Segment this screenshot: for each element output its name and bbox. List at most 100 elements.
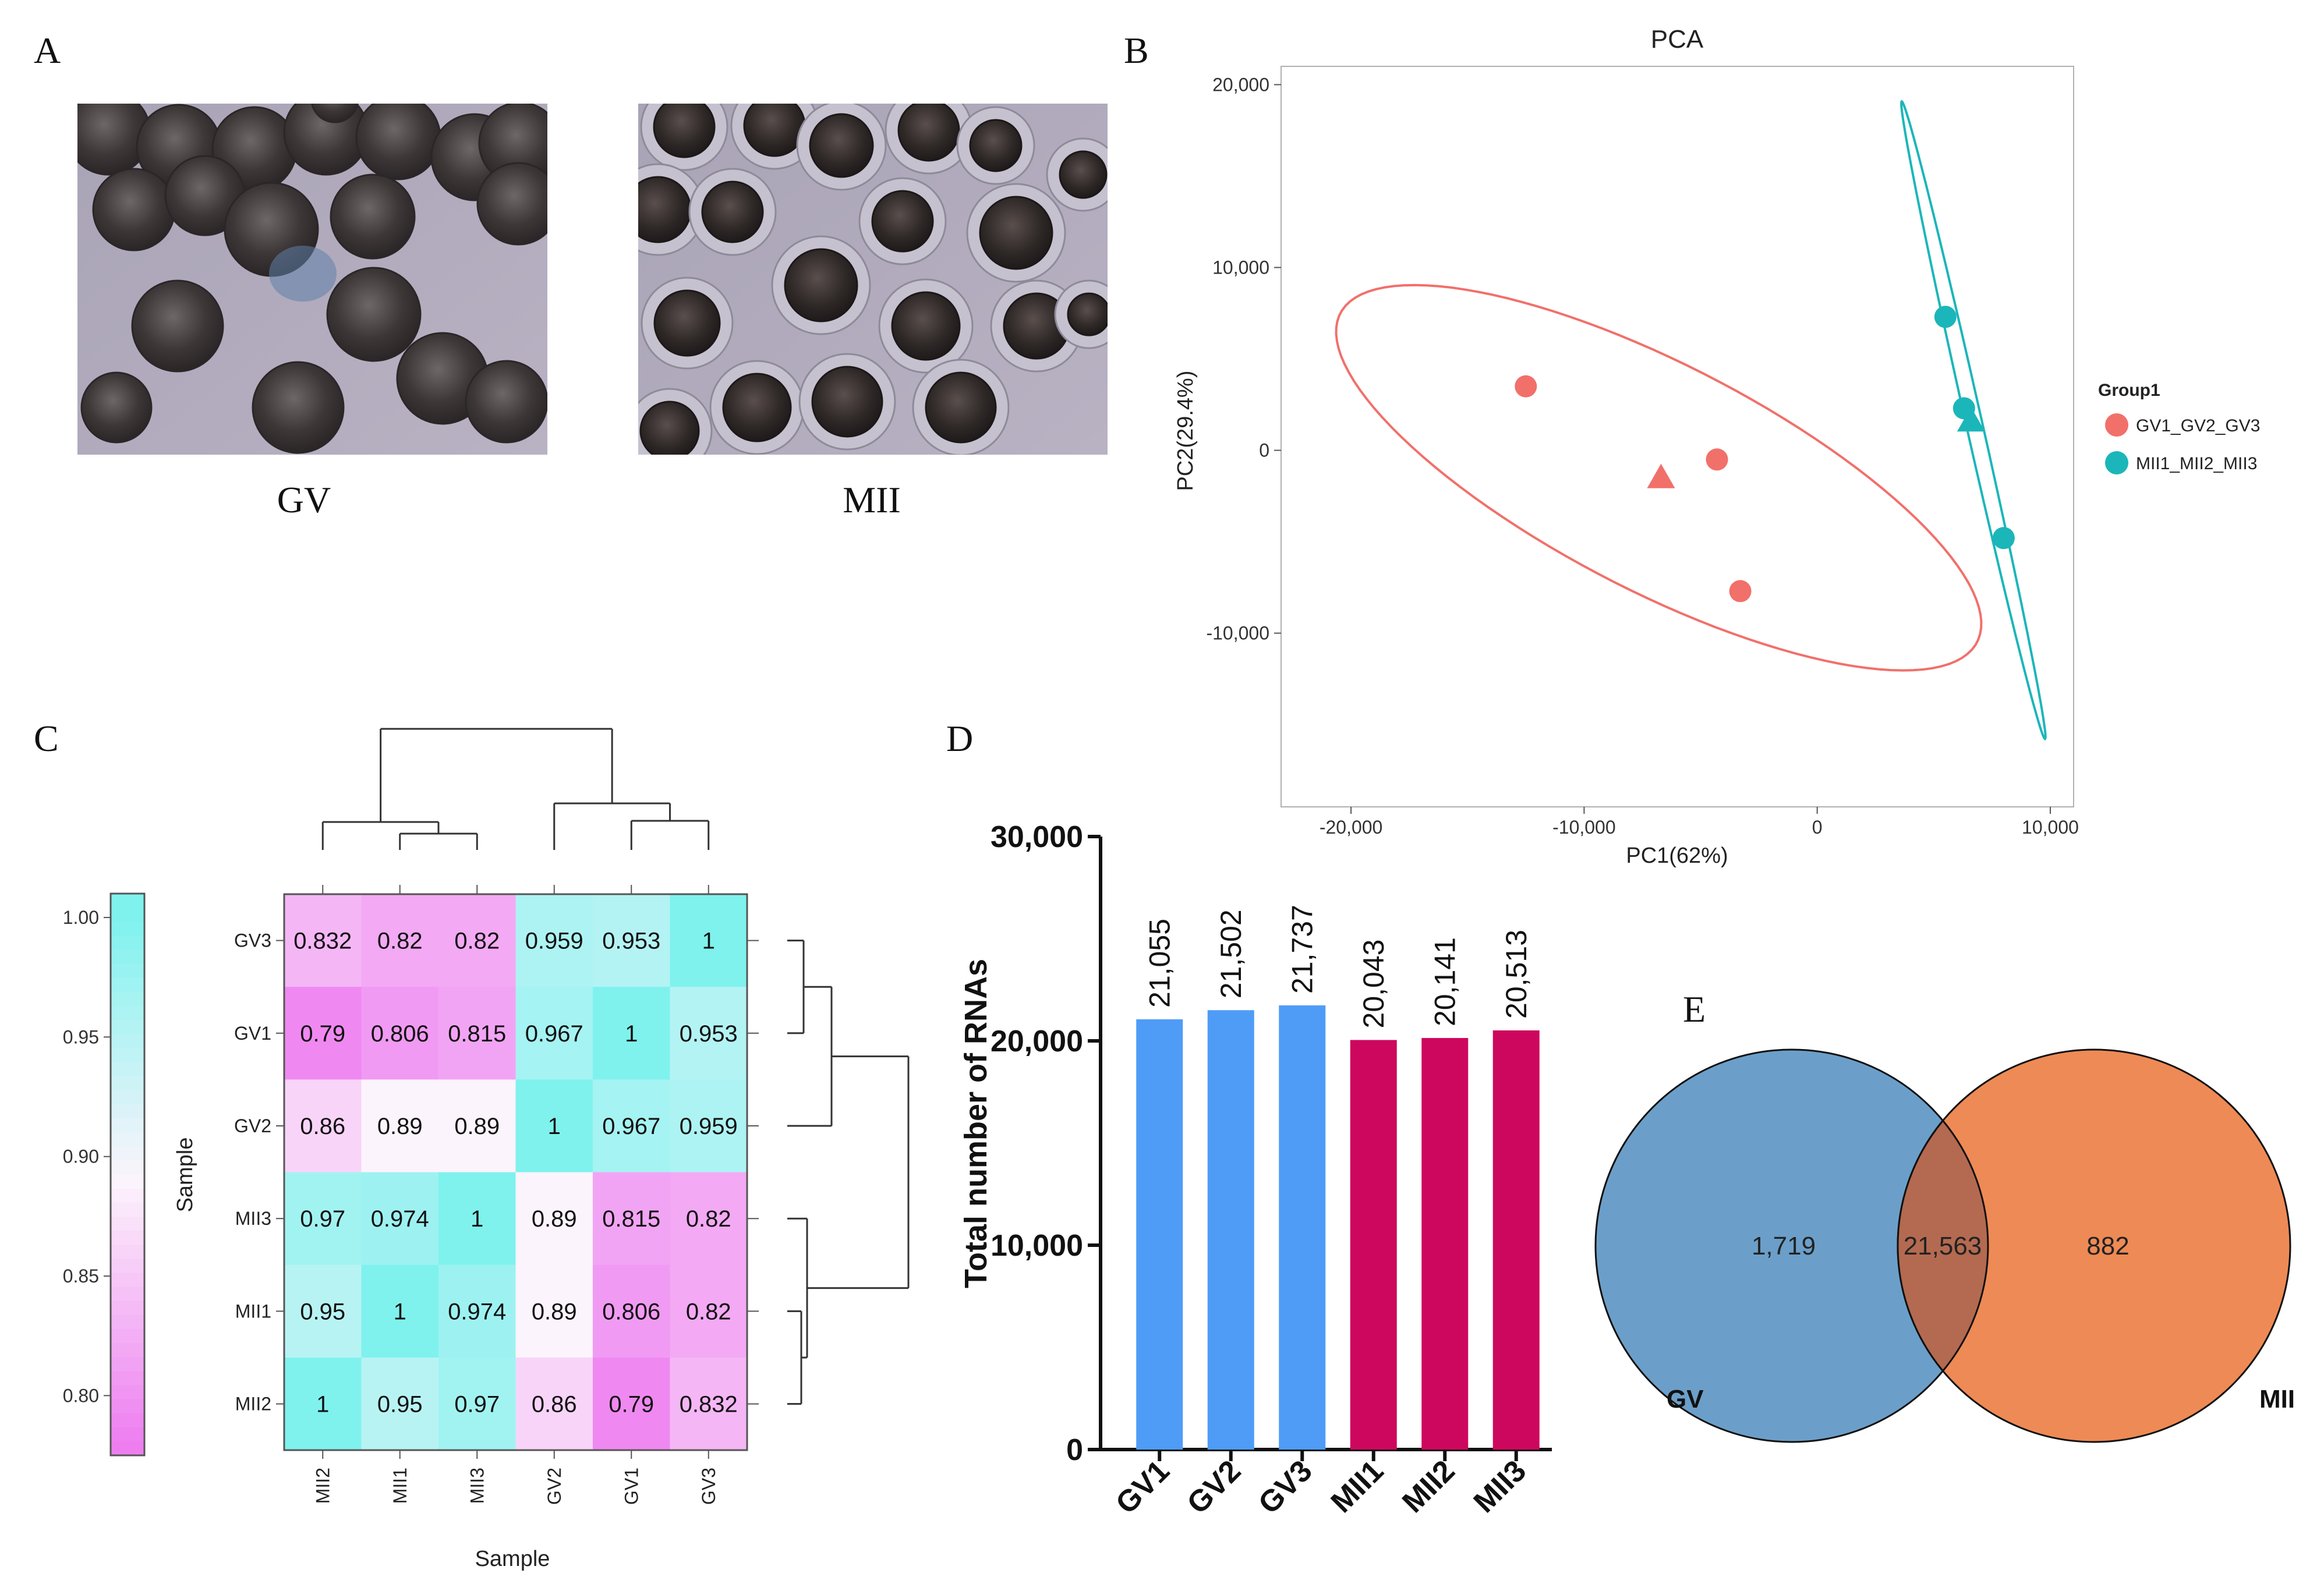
- heatmap-cell: [284, 1264, 362, 1358]
- colorbar-tick-label: 0.85: [63, 1266, 99, 1287]
- heatmap-cell-value: 0.89: [454, 1114, 500, 1139]
- heatmap-cell: [361, 894, 439, 987]
- mii-oocyte-9: [979, 196, 1053, 270]
- bar-value-label: 20,043: [1357, 940, 1390, 1029]
- bar-value-label: 21,737: [1286, 905, 1318, 994]
- heatmap-cell: [438, 1079, 516, 1173]
- heatmap-cell-value: 0.95: [377, 1392, 423, 1418]
- gv-oocyte-14: [326, 267, 422, 362]
- pca-plot-area: [1281, 66, 2074, 807]
- bar-y-tick-label: 20,000: [991, 1025, 1083, 1058]
- heatmap-cell: [284, 987, 362, 1080]
- colorbar-segment: [111, 1231, 144, 1245]
- heatmap-cell-value: 0.967: [525, 1021, 583, 1047]
- heatmap-row-label: MII3: [235, 1208, 271, 1229]
- colorbar-segment: [111, 1132, 144, 1147]
- colorbar-tick-label: 0.95: [63, 1026, 99, 1047]
- colorbar-segment: [111, 977, 144, 993]
- bar-category-label: GV2: [1181, 1454, 1248, 1521]
- heatmap-cell: [284, 1172, 362, 1266]
- pca-title: PCA: [1651, 25, 1704, 54]
- venn-mii-only-count: 882: [2086, 1232, 2129, 1260]
- heatmap-col-label: GV1: [621, 1468, 642, 1505]
- pca-point-gv-2: [1706, 448, 1728, 471]
- mii-oocyte-6: [638, 176, 692, 243]
- gv-oocyte-12: [476, 162, 547, 246]
- heatmap-cell: [515, 894, 593, 987]
- pca-x-tick-label: -10,000: [1552, 817, 1616, 838]
- bar-value-label: 21,502: [1215, 909, 1247, 998]
- pca-x-tick-label: 10,000: [2022, 817, 2079, 838]
- mii-oocyte-18: [1067, 292, 1108, 336]
- heatmap-cell-value: 0.89: [532, 1299, 577, 1324]
- heatmap-cell: [438, 987, 516, 1080]
- heatmap-cell-value: 0.82: [454, 929, 500, 954]
- heatmap-cell-value: 0.974: [448, 1299, 506, 1324]
- bar-GV1: [1136, 1019, 1183, 1450]
- colorbar-segment: [111, 1245, 144, 1259]
- heatmap-cell-value: 0.86: [300, 1114, 345, 1139]
- pca-point-mii-3: [1992, 527, 2015, 550]
- colorbar-segment: [111, 1314, 144, 1330]
- heatmap-cell: [361, 1079, 439, 1173]
- colorbar-segment: [111, 1146, 144, 1161]
- pca-x-axis-title: PC1(62%): [1626, 844, 1728, 868]
- gv-oocyte-19: [311, 104, 359, 123]
- heatmap-row-dendrogram: [787, 940, 910, 1405]
- colorbar-frame: [109, 892, 146, 1457]
- heatmap-cell: [593, 1264, 670, 1358]
- heatmap-cell: [670, 1172, 748, 1266]
- heatmap-cell-value: 1: [471, 1206, 483, 1232]
- heatmap-cell: [438, 894, 516, 987]
- heatmap-cell-value: 0.959: [525, 929, 583, 954]
- bar-value-label: 20,513: [1500, 930, 1533, 1019]
- pca-point-gv-1: [1515, 375, 1537, 398]
- pca-y-tick-label: 20,000: [1212, 74, 1269, 95]
- heatmap-cell: [670, 894, 748, 987]
- heatmap-cell: [361, 987, 439, 1080]
- heatmap-cell-value: 0.89: [532, 1206, 577, 1232]
- heatmap-row-label: MII1: [235, 1301, 271, 1321]
- mii-oocyte-19: [1059, 150, 1108, 199]
- heatmap-cell: [515, 987, 593, 1080]
- heatmap-frame: [283, 893, 748, 1451]
- colorbar-segment: [111, 1020, 144, 1034]
- heatmap-cell: [438, 1358, 516, 1451]
- bar-GV3: [1279, 1005, 1326, 1450]
- gv-oocyte-tint: [269, 246, 337, 302]
- heatmap-cell-value: 0.959: [680, 1114, 738, 1139]
- gv-oocyte-micrograph: [77, 104, 547, 455]
- mii-oocyte-micrograph: [638, 104, 1108, 455]
- heatmap-cell: [515, 1172, 593, 1266]
- bar-value-label: 20,141: [1428, 937, 1461, 1026]
- bar-MII3: [1492, 1030, 1540, 1450]
- colorbar-segment: [111, 1048, 144, 1063]
- heatmap-y-axis-title: Sample: [173, 1138, 197, 1213]
- pca-point-mii-1: [1934, 306, 1957, 328]
- heatmap-cell-value: 0.967: [602, 1114, 660, 1139]
- heatmap-cell-value: 0.953: [602, 929, 660, 954]
- heatmap-row-label: GV3: [234, 930, 271, 951]
- colorbar-segment: [111, 1118, 144, 1133]
- pca-y-tick-label: -10,000: [1206, 623, 1269, 644]
- colorbar-segment: [111, 1441, 144, 1456]
- venn-diagram: 1,719 21,563 882 GV MII: [1594, 1048, 2295, 1443]
- colorbar-segment: [111, 1301, 144, 1316]
- heatmap-col-label: MII1: [390, 1468, 411, 1504]
- heatmap-cell-value: 0.79: [300, 1021, 345, 1047]
- bar-y-axis-title: Total number of RNAs: [958, 959, 993, 1288]
- pca-y-tick-label: 0: [1259, 440, 1269, 461]
- colorbar-tick-label: 0.90: [63, 1146, 99, 1167]
- heatmap-col-label: GV2: [544, 1468, 565, 1505]
- colorbar-segment: [111, 1427, 144, 1442]
- bar-y-tick-label: 10,000: [991, 1229, 1083, 1263]
- heatmap-cell: [284, 1079, 362, 1173]
- gv-oocyte-17: [465, 360, 547, 444]
- pca-centroid-gv: [1647, 463, 1675, 488]
- colorbar-segment: [111, 1343, 144, 1358]
- heatmap-x-axis-title: Sample: [475, 1547, 550, 1571]
- heatmap-cell-value: 0.974: [371, 1206, 429, 1232]
- bar-category-label: MII3: [1467, 1454, 1533, 1519]
- colorbar-segment: [111, 922, 144, 936]
